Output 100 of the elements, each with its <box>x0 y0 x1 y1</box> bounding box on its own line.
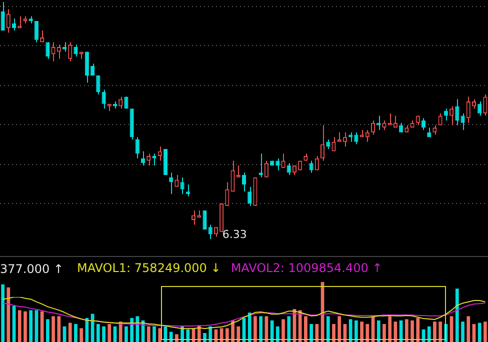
bar <box>254 316 257 342</box>
bar <box>40 311 44 342</box>
bar <box>348 319 352 342</box>
bar <box>433 322 436 342</box>
candlestick <box>332 136 336 152</box>
candlestick <box>421 118 426 130</box>
candlestick <box>286 162 291 176</box>
candlestick <box>192 210 196 226</box>
candlestick <box>264 160 268 178</box>
candlestick <box>51 42 56 62</box>
candlestick <box>365 129 370 142</box>
bar <box>108 324 112 342</box>
candlestick <box>84 51 89 84</box>
text: MAVOL2: 1009854.400 ↑ <box>230 261 382 277</box>
bar <box>478 322 482 342</box>
candlestick <box>230 160 235 192</box>
candlestick <box>202 210 207 230</box>
bar <box>366 324 370 342</box>
bar <box>46 319 50 342</box>
candlestick <box>460 112 465 130</box>
candlestick <box>455 98 460 126</box>
candlestick <box>46 42 50 60</box>
bar <box>276 326 280 342</box>
bar <box>438 322 442 342</box>
candlestick <box>146 153 151 166</box>
bar <box>484 322 487 342</box>
bar <box>382 324 386 342</box>
series-label: 377.000 ↑ <box>0 262 64 278</box>
candlestick <box>74 44 78 58</box>
candlestick <box>472 98 476 110</box>
candlestick <box>180 176 184 194</box>
candlestick <box>152 153 156 166</box>
candlestick <box>90 63 95 76</box>
bar <box>287 316 291 342</box>
candlestick <box>314 156 319 171</box>
candlestick <box>225 182 230 206</box>
bar <box>326 316 330 342</box>
bar <box>102 326 106 342</box>
candlestick <box>141 150 146 166</box>
candlestick <box>56 44 61 60</box>
candlestick <box>169 172 174 194</box>
bar <box>332 324 336 342</box>
bar <box>57 316 61 342</box>
candlestick <box>342 132 347 148</box>
bar <box>29 310 33 342</box>
bar <box>282 319 285 342</box>
bar <box>427 326 431 342</box>
bar <box>130 318 134 342</box>
candlestick <box>478 101 482 116</box>
bar <box>152 326 156 342</box>
bar <box>354 320 358 342</box>
candlestick <box>281 153 286 168</box>
bar <box>450 316 454 342</box>
candlestick <box>309 160 314 174</box>
candlestick <box>382 120 386 130</box>
bar <box>52 316 55 342</box>
candlestick <box>354 132 358 145</box>
bar <box>298 310 302 342</box>
candlestick <box>158 146 162 162</box>
candlestick <box>466 96 470 124</box>
bar <box>304 316 308 342</box>
candlestick <box>118 96 123 110</box>
bar <box>18 310 22 342</box>
bar <box>466 316 470 342</box>
bar <box>74 324 78 342</box>
candlestick <box>444 108 448 121</box>
bar <box>118 322 122 342</box>
bar <box>169 332 173 342</box>
candlestick <box>370 120 376 136</box>
bar <box>410 320 414 342</box>
bar <box>186 329 190 342</box>
candlestick <box>96 74 100 95</box>
bar <box>124 326 128 342</box>
bar <box>259 316 263 342</box>
candlestick <box>62 42 67 52</box>
candlestick <box>248 186 252 206</box>
candlestick <box>258 153 263 178</box>
bar <box>1 284 4 342</box>
candlestick <box>348 132 353 142</box>
bar <box>68 322 72 342</box>
bar <box>136 316 140 342</box>
candlestick <box>208 224 212 240</box>
candlestick <box>292 165 296 176</box>
bar <box>80 328 84 342</box>
text: MAVOL1: 758249.000 ↓ <box>77 261 221 277</box>
candlestick <box>135 136 140 159</box>
candlestick <box>0 2 5 31</box>
candlestick <box>326 138 330 150</box>
bar <box>96 324 100 342</box>
candlestick <box>276 158 280 171</box>
bar <box>310 324 313 342</box>
candlestick <box>68 42 72 62</box>
bar <box>376 320 380 342</box>
bar <box>6 287 10 342</box>
annotation: 6.33 <box>222 228 247 241</box>
candlestick <box>12 18 16 31</box>
bar <box>416 318 420 342</box>
candlestick <box>432 124 437 136</box>
candlestick <box>186 184 190 197</box>
bar <box>34 310 38 342</box>
